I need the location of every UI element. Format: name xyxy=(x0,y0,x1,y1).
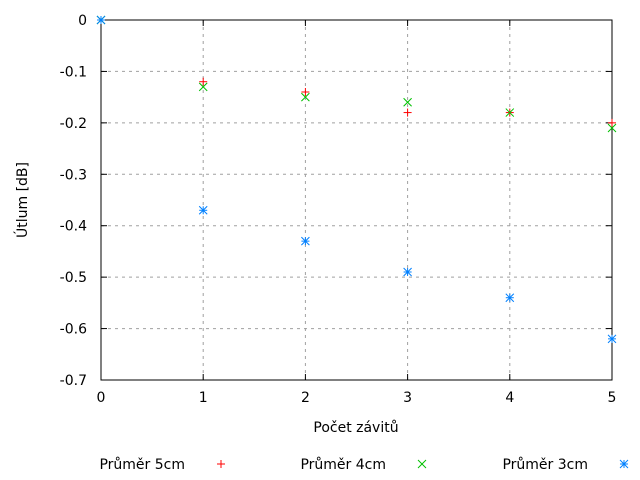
x-tick-label: 0 xyxy=(97,390,106,406)
data-point-star xyxy=(198,205,208,215)
data-point-star xyxy=(505,293,515,303)
data-point-star-stroke xyxy=(607,334,617,344)
data-point-star xyxy=(403,267,412,277)
x-tick-label: 3 xyxy=(403,390,412,406)
data-point-star-stroke xyxy=(505,293,515,303)
x-tick-label: 1 xyxy=(199,390,208,406)
y-tick-label: -0.7 xyxy=(60,373,87,389)
data-point-cross-stroke xyxy=(607,123,617,133)
data-point-plus xyxy=(199,77,208,86)
legend-marker-cross-stroke xyxy=(417,459,427,469)
x-tick-label: 4 xyxy=(505,390,514,406)
plot-border xyxy=(100,19,613,381)
ticks: 0 1 2 3 4 5 0 -0.1 -0.2 -0.3 -0.4 -0.5 -0.6 -0.7 xyxy=(60,13,617,406)
y-tick-label: -0.6 xyxy=(60,322,87,338)
data-point-cross xyxy=(403,97,412,107)
data-points xyxy=(96,15,617,344)
y-tick-label: -0.1 xyxy=(60,64,87,80)
legend-marker-cross xyxy=(417,459,427,469)
x-tick-label: 5 xyxy=(608,390,617,406)
data-point-star xyxy=(607,334,617,344)
x-tick-label: 2 xyxy=(301,390,310,406)
data-point-star-stroke xyxy=(198,205,208,215)
legend-marker-plus xyxy=(217,460,225,468)
data-point-cross xyxy=(505,108,515,117)
data-point-cross xyxy=(607,123,617,133)
y-tick-label: -0.2 xyxy=(60,116,87,132)
legend-label: Průměr 4cm xyxy=(300,457,386,473)
data-point-cross-stroke xyxy=(301,92,310,102)
data-point-cross xyxy=(301,92,310,102)
data-point-plus xyxy=(301,88,310,96)
y-axis-label: Útlum [dB] xyxy=(13,162,31,238)
y-tick-label: 0 xyxy=(78,13,87,29)
y-tick-label: -0.3 xyxy=(60,167,87,183)
data-point-cross-stroke xyxy=(198,82,208,92)
data-point-plus xyxy=(403,108,412,117)
data-point-star-stroke xyxy=(403,267,412,277)
data-point-star-stroke xyxy=(96,15,106,25)
y-tick-label: -0.4 xyxy=(60,219,87,235)
data-point-cross-stroke xyxy=(505,108,515,117)
x-axis-label: Počet závitů xyxy=(313,420,398,436)
legend-label: Průměr 5cm xyxy=(99,457,185,473)
legend-marker-star xyxy=(619,459,629,469)
data-point-star xyxy=(96,15,106,25)
data-point-star xyxy=(301,236,310,246)
legend-marker-star-stroke xyxy=(619,459,629,469)
legend-label: Průměr 3cm xyxy=(502,457,588,473)
legend: Průměr 5cm Průměr 4cm Průměr 3cm xyxy=(99,457,629,473)
y-tick-label: -0.5 xyxy=(60,270,87,286)
grid xyxy=(101,20,612,380)
data-point-cross-stroke xyxy=(403,97,412,107)
data-point-plus xyxy=(608,118,616,127)
data-point-star-stroke xyxy=(301,236,310,246)
data-point-cross xyxy=(198,82,208,92)
